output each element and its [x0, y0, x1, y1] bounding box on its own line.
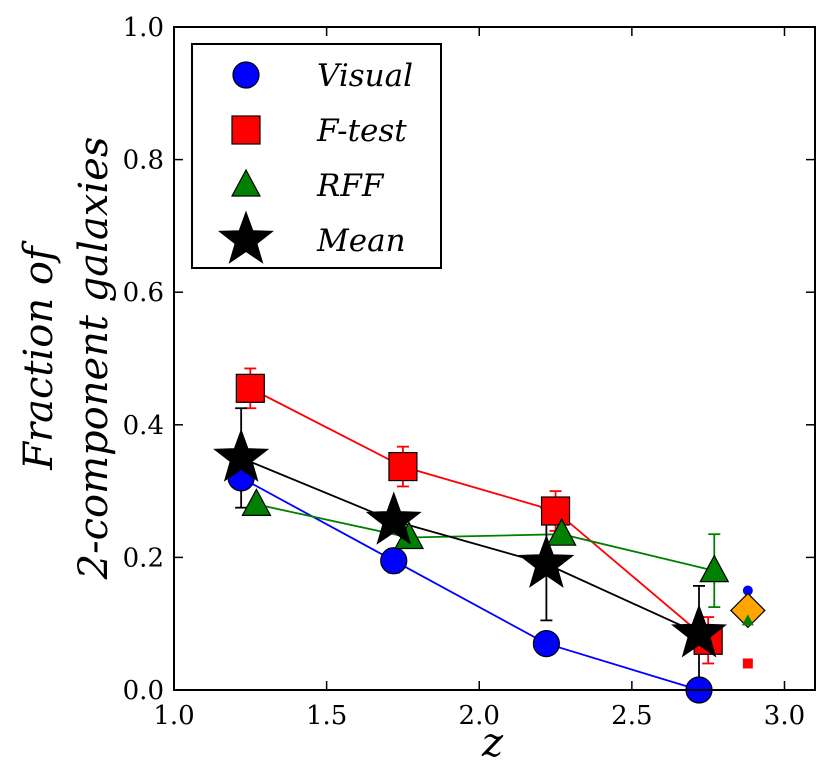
series-line-visual — [240, 477, 700, 691]
marker-blue-dot — [742, 585, 753, 596]
x-tick-label: 2.5 — [611, 701, 652, 731]
y-tick-label: 0.0 — [123, 676, 164, 706]
data-point-rff — [546, 517, 577, 546]
marker-orange-diamond — [729, 592, 766, 629]
data-point-mean — [365, 491, 422, 545]
y-axis-title-line1: Fraction of — [16, 240, 62, 471]
legend-marker-visual — [232, 61, 260, 89]
legend: Visual F-test RFF Mean — [191, 43, 442, 269]
y-tick-label: 0.6 — [123, 278, 164, 308]
legend-label-mean: Mean — [316, 223, 406, 259]
series-line-mean — [240, 457, 700, 635]
marker-red-small-square — [742, 658, 753, 669]
x-axis-title: z — [481, 720, 504, 766]
plot-layer — [213, 367, 766, 704]
legend-marker-mean — [218, 210, 274, 264]
y-tick-label: 1.0 — [123, 13, 164, 43]
legend-label-ftest: F-test — [316, 113, 407, 149]
legend-marker-ftest — [231, 115, 261, 145]
legend-marker-rff — [230, 168, 262, 197]
y-tick-label: 0.4 — [123, 411, 164, 441]
data-point-ftest — [235, 373, 265, 403]
ticks-layer: 1.0 1.5 2.0 2.5 3.0 0.0 0.2 0.4 0.6 0.8 1.0 — [123, 13, 815, 731]
series-line-rff — [256, 503, 715, 572]
legend-label-visual: Visual — [317, 58, 413, 94]
axes-layer — [173, 26, 816, 691]
data-point-visual — [532, 629, 560, 658]
y-tick-label: 0.2 — [123, 543, 164, 573]
y-axis-title-line2: 2-component galaxies — [71, 137, 117, 581]
legend-label-rff: RFF — [316, 168, 385, 204]
plot-frame — [173, 26, 816, 691]
data-point-rff — [699, 554, 730, 583]
x-tick-label: 1.5 — [306, 701, 347, 731]
y-tick-label: 0.8 — [123, 146, 164, 176]
data-point-mean — [671, 604, 727, 658]
data-point-visual — [380, 547, 408, 575]
data-point-mean — [213, 428, 270, 482]
data-point-ftest — [540, 496, 571, 526]
x-tick-label: 2.0 — [459, 701, 500, 731]
data-point-ftest — [388, 451, 418, 482]
marker-green-small-triangle — [741, 614, 754, 626]
series-line-ftest — [249, 387, 709, 641]
data-point-rff — [241, 488, 272, 516]
data-point-mean — [518, 534, 575, 588]
x-tick-label: 1.0 — [153, 701, 194, 731]
x-tick-label: 3.0 — [764, 701, 805, 731]
